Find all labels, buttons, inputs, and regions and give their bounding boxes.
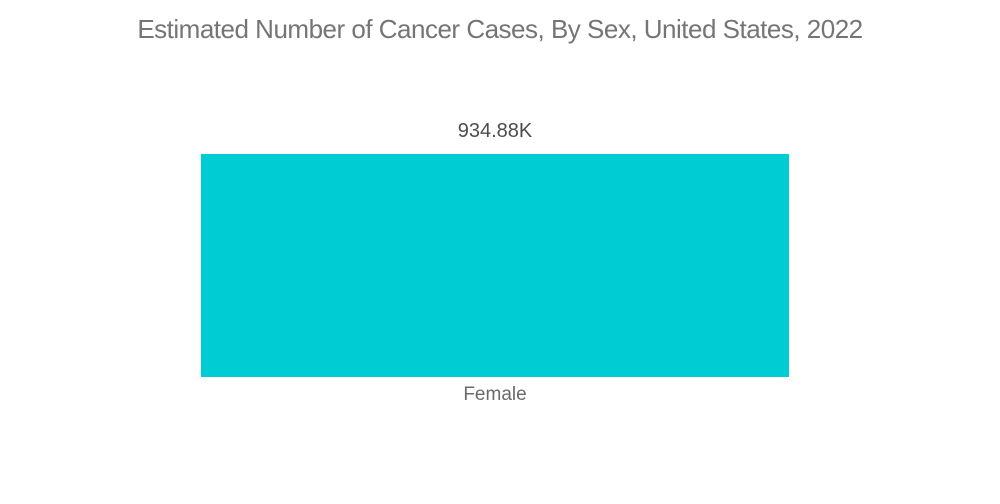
category-label-female: Female (463, 384, 527, 405)
bar-female[interactable] (201, 154, 789, 377)
plot-area: 934.88K Female (201, 100, 789, 420)
chart-title: Estimated Number of Cancer Cases, By Sex… (137, 14, 863, 44)
bar-value-label: 934.88K (457, 120, 533, 142)
